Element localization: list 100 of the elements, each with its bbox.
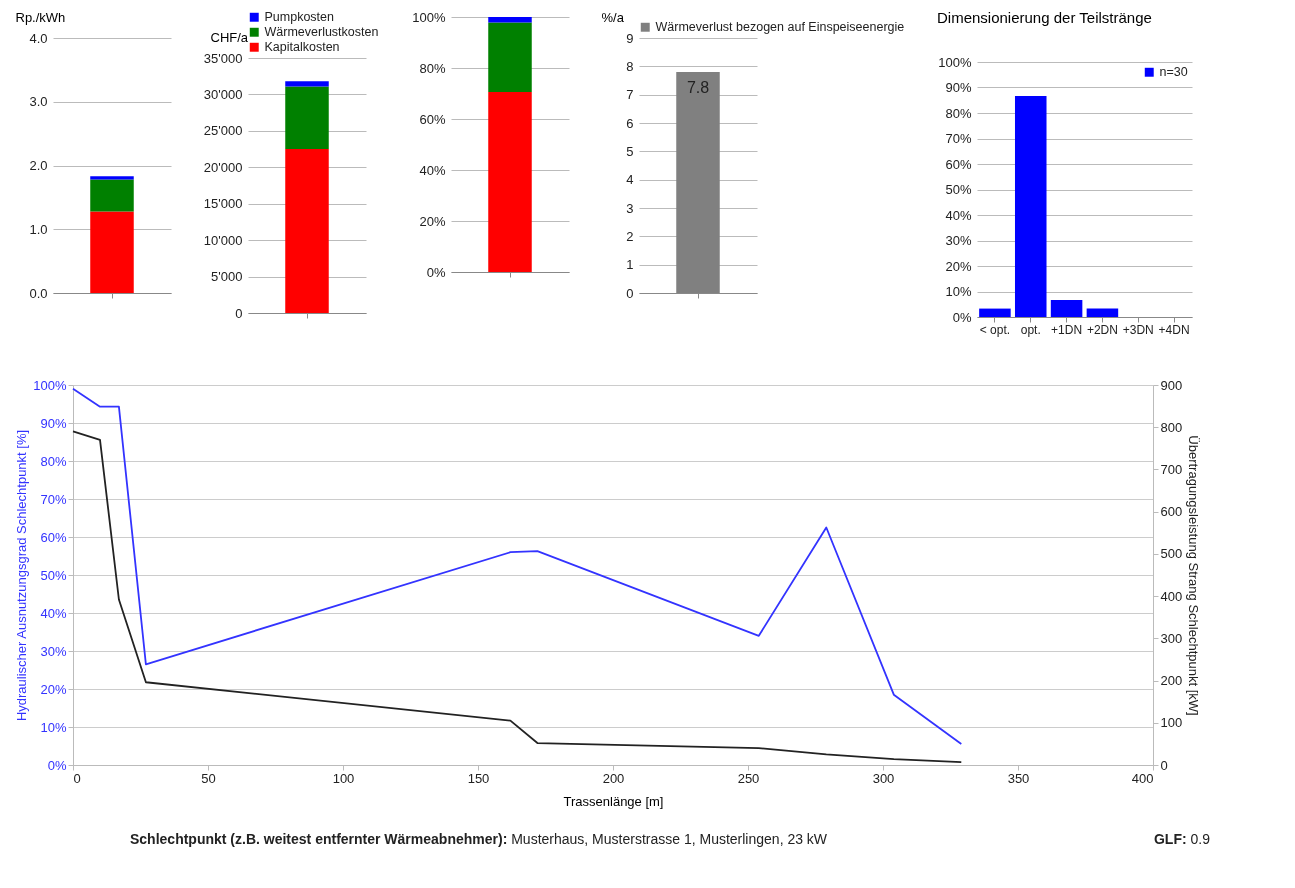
- x-tick-label: 200: [602, 770, 625, 786]
- y-tick-label: 90%: [945, 80, 972, 95]
- x-tick-label: < opt.: [979, 322, 1011, 337]
- y-tick-label: 30%: [40, 643, 67, 659]
- y-tick-label: 40%: [40, 605, 67, 621]
- y-tick-label: 6: [626, 115, 634, 131]
- bar: [90, 179, 134, 212]
- y-axis-title: Rp./kWh: [15, 9, 66, 25]
- bar: [90, 176, 134, 180]
- y-tick-label: 4: [626, 172, 634, 188]
- x-axis-title: Trassenlänge [m]: [563, 793, 664, 809]
- y2-tick-label: 800: [1160, 419, 1183, 435]
- bar: [488, 91, 532, 272]
- y2-tick-label: 900: [1160, 377, 1183, 393]
- y2-axis-title: Übertragungsleistung Strang Schlechtpunkt [kW]: [1186, 435, 1202, 716]
- y-tick-label: 50%: [945, 182, 972, 197]
- y-tick-label: 60%: [419, 111, 446, 127]
- x-tick-label: 50: [201, 770, 216, 786]
- y-tick-label: 100%: [33, 377, 67, 393]
- y-tick-label: 0%: [952, 309, 972, 325]
- y-tick-label: 40%: [945, 207, 972, 223]
- y-tick-label: 7: [626, 87, 634, 103]
- y-tick-label: 35'000: [203, 50, 243, 66]
- y2-tick-label: 100: [1160, 715, 1183, 731]
- x-tick-label: 0: [73, 770, 81, 786]
- x-tick-label: +3DN: [1122, 322, 1154, 337]
- y-tick-label: 50%: [40, 567, 67, 583]
- y-tick-label: 0: [626, 285, 634, 301]
- y-tick-label: 90%: [40, 415, 67, 431]
- y2-tick-label: 400: [1160, 588, 1183, 604]
- y2-tick-label: 0: [1160, 757, 1168, 773]
- y-tick-label: 3: [626, 200, 634, 216]
- legend-label: Wärmeverlust bezogen auf Einspeiseenergie: [655, 20, 905, 35]
- y-axis-title: CHF/a: [210, 29, 249, 45]
- y-tick-label: 30%: [945, 233, 972, 248]
- bar: [285, 86, 329, 150]
- y-tick-label: 70%: [40, 491, 67, 507]
- bar: [285, 81, 329, 87]
- legend-label: Wärmeverlustkosten: [264, 25, 379, 40]
- legend-label: Pumpkosten: [264, 10, 335, 25]
- y-tick-label: 5'000: [211, 269, 243, 285]
- y-tick-label: 3.0: [29, 94, 48, 110]
- y-tick-label: 0%: [426, 264, 446, 280]
- x-tick-label: +4DN: [1158, 322, 1190, 337]
- x-tick-label: +1DN: [1051, 322, 1083, 337]
- y-tick-label: 20%: [40, 681, 67, 697]
- y-tick-label: 100%: [412, 9, 446, 25]
- y-axis-title: %/a: [601, 9, 625, 25]
- y-tick-label: 20'000: [203, 159, 243, 175]
- y-axis-title: Hydraulischer Ausnutzungsgrad Schlechtpunkt [%]: [14, 429, 30, 722]
- y2-tick-label: 600: [1160, 504, 1183, 520]
- y2-tick-label: 200: [1160, 673, 1183, 689]
- x-tick-label: 150: [467, 770, 490, 786]
- bar: [979, 308, 1011, 317]
- y-tick-label: 80%: [40, 453, 67, 469]
- y-tick-label: 0: [235, 305, 243, 321]
- x-tick-label: +2DN: [1086, 322, 1118, 337]
- y-tick-label: 9: [626, 30, 634, 46]
- y-tick-label: 20%: [419, 213, 446, 229]
- line-series: [72, 430, 963, 763]
- y-tick-label: 2: [626, 228, 634, 244]
- bar: [488, 17, 532, 23]
- y-tick-label: 1: [626, 257, 634, 273]
- y-tick-label: 10%: [40, 719, 67, 735]
- x-tick-label: 300: [872, 770, 895, 786]
- text: Schlechtpunkt (z.B. weitest entfernter Wärmeabnehmer): Musterhaus, Musterstrasse 1, Musterlingen, 23 kW: [130, 831, 828, 847]
- chart-title: Dimensionierung der Teilstränge: [937, 9, 1152, 26]
- y2-tick-label: 700: [1160, 461, 1183, 477]
- y-tick-label: 30'000: [203, 86, 243, 102]
- y-tick-label: 4.0: [29, 30, 48, 46]
- y-tick-label: 60%: [945, 156, 972, 172]
- y-tick-label: 70%: [945, 131, 972, 146]
- x-tick-label: 100: [332, 770, 355, 786]
- y-tick-label: 15'000: [203, 196, 243, 212]
- x-tick-label: 250: [737, 770, 760, 786]
- y-tick-label: 100%: [938, 54, 972, 70]
- y-tick-label: 0%: [47, 757, 67, 773]
- y-tick-label: 20%: [945, 258, 972, 274]
- bar: [1086, 308, 1119, 317]
- legend-label: n=30: [1159, 65, 1188, 80]
- legend-label: Kapitalkosten: [264, 40, 340, 55]
- y-tick-label: 40%: [419, 162, 446, 178]
- y-tick-label: 10'000: [203, 232, 243, 248]
- line-series: [72, 387, 963, 745]
- x-tick-label: 350: [1007, 770, 1030, 786]
- bar: [1014, 95, 1047, 317]
- y-tick-label: 1.0: [29, 221, 48, 237]
- y-tick-label: 0.0: [29, 285, 48, 301]
- data-label: 7.8: [686, 79, 710, 96]
- bar: [285, 149, 329, 313]
- bar: [1050, 299, 1083, 317]
- y-tick-label: 8: [626, 58, 634, 74]
- y-tick-label: 80%: [945, 105, 972, 121]
- y2-tick-label: 500: [1160, 546, 1183, 562]
- y-tick-label: 5: [626, 143, 634, 159]
- bar: [90, 211, 134, 293]
- y-tick-label: 10%: [945, 284, 972, 299]
- text: GLF: 0.9: [1153, 831, 1210, 847]
- y-tick-label: 80%: [419, 60, 446, 76]
- y2-tick-label: 300: [1160, 630, 1183, 646]
